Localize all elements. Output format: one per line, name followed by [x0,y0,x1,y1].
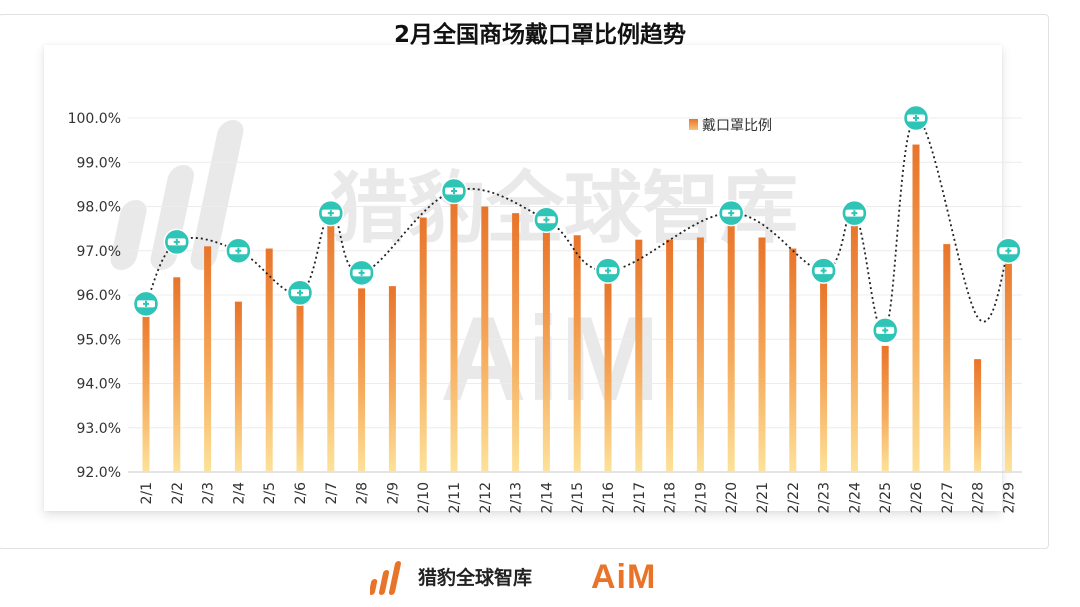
mask-marker-icon [132,290,160,318]
bar [512,213,520,472]
y-tick-label: 97.0% [77,244,121,260]
x-tick-label: 2/8 [355,482,371,505]
mask-marker-icon [286,279,314,307]
x-axis-ticks: 2/1 2/2 2/3 2/4 2/5 2/6 2/7 2/8 2/9 2/10 2/11 2/12 2… [139,482,1017,514]
brand-logo-icon [370,561,402,595]
y-tick-label: 93.0% [77,421,121,437]
chart-card [44,45,1002,511]
bar [758,237,766,472]
legend-label: 戴口罩比例 [702,118,772,134]
y-tick-label: 94.0% [77,377,121,393]
x-tick-label: 2/16 [601,482,617,514]
x-tick-label: 2/10 [416,482,432,513]
bar [850,224,858,472]
x-tick-label: 2/25 [878,482,894,513]
bar [573,235,581,472]
mask-marker-icon [841,199,868,227]
x-tick-label: 2/6 [293,482,309,505]
x-tick-label: 2/1 [139,482,155,505]
x-tick-label: 2/29 [1001,482,1017,513]
x-tick-label: 2/3 [201,482,217,505]
mask-marker-icon [348,259,375,287]
x-tick-label: 2/24 [847,482,863,514]
bar [635,239,643,472]
x-tick-label: 2/2 [170,482,186,505]
trend-markers [132,104,1022,344]
legend-swatch [689,119,698,130]
x-tick-label: 2/28 [971,482,987,513]
y-tick-label: 95.0% [77,332,121,348]
x-tick-label: 2/4 [231,482,247,505]
x-tick-label: 2/26 [909,482,925,514]
bar [481,206,489,472]
bar [204,246,212,472]
x-tick-label: 2/12 [478,482,494,513]
mask-marker-icon [440,177,468,205]
mask-marker-icon [902,104,930,132]
watermark-aim: AiM [440,292,660,426]
watermark-logo-icon [110,120,244,270]
y-tick-label: 98.0% [77,200,121,216]
footer-brand-name: 猎豹全球智库 [418,567,533,589]
bar [881,345,889,472]
bar [296,292,304,472]
bar [912,144,920,473]
bar [974,359,982,472]
y-axis-ticks: 92.0% 93.0% 94.0% 95.0% 96.0% 97.0% 98.0% 99.0%… [68,111,121,481]
mask-marker-icon [810,257,837,284]
mask-marker-icon [717,199,745,227]
mask-marker-icon [995,237,1022,264]
footer-aim-logo: AiM [591,558,657,596]
bar [666,239,674,472]
y-tick-label: 96.0% [77,288,121,304]
x-tick-label: 2/21 [755,482,771,513]
bar [789,248,797,472]
x-tick-label: 2/19 [693,482,709,513]
mask-marker-icon [317,199,345,227]
bar [388,286,396,472]
x-tick-label: 2/15 [570,482,586,513]
x-tick-label: 2/9 [385,482,401,505]
x-tick-label: 2/23 [817,482,833,513]
x-tick-label: 2/7 [324,482,340,505]
x-tick-label: 2/22 [786,482,802,513]
x-tick-label: 2/17 [632,482,648,513]
chart-title: 2月全国商场戴口罩比例趋势 [393,22,686,48]
mask-marker-icon [871,317,899,344]
bar [820,281,828,472]
bar [604,281,612,472]
x-tick-label: 2/18 [663,482,679,513]
x-tick-label: 2/27 [940,482,956,513]
x-tick-label: 2/20 [724,482,740,513]
bar [358,288,366,472]
bar [142,303,150,472]
mask-marker-icon [533,206,560,234]
y-tick-label: 99.0% [77,155,121,171]
y-tick-label: 92.0% [77,465,121,481]
x-tick-label: 2/13 [509,482,525,513]
y-tick-label: 100.0% [68,111,121,127]
bar [173,277,181,472]
bar [265,248,273,472]
bar [450,202,458,472]
bar [943,244,951,472]
footer: 猎豹全球智库 AiM [0,555,1080,605]
bar [727,219,735,472]
bar [234,301,242,472]
mask-marker-icon [163,228,191,256]
mask-marker-icon [225,237,252,264]
bar [327,210,335,473]
legend: 戴口罩比例 [689,118,772,134]
x-tick-label: 2/14 [539,482,555,514]
bar [542,228,550,472]
bars [142,144,1012,473]
bar [696,237,704,472]
mask-marker-icon [594,257,622,284]
watermark: 猎豹全球智库 AiM [110,120,798,426]
x-tick-label: 2/11 [447,482,463,513]
bar [419,217,427,472]
bar [1004,250,1012,472]
x-tick-label: 2/5 [262,482,278,505]
